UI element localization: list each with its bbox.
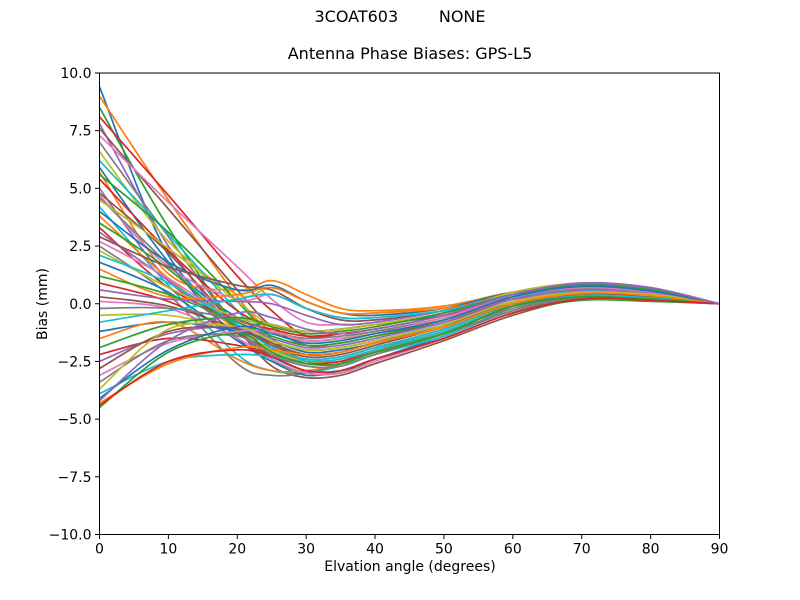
x-tick-label: 0 xyxy=(95,542,104,558)
x-tick-label: 30 xyxy=(297,542,315,558)
x-tick-label: 20 xyxy=(228,542,246,558)
series-line xyxy=(99,290,720,390)
figure-suptitle: 3COAT603 NONE xyxy=(314,7,486,26)
x-tick-label: 50 xyxy=(435,542,453,558)
x-axis-label: Elvation angle (degrees) xyxy=(324,559,496,575)
y-tick-label: −7.5 xyxy=(58,470,92,486)
series-line xyxy=(99,292,720,404)
series-group xyxy=(99,85,720,409)
y-tick-label: 5.0 xyxy=(69,181,91,197)
series-line xyxy=(99,295,720,409)
x-tick-label: 40 xyxy=(366,542,384,558)
x-tick-label: 60 xyxy=(504,542,522,558)
series-line xyxy=(99,281,720,402)
series-line xyxy=(99,297,720,407)
series-line xyxy=(99,284,720,349)
x-tick-label: 90 xyxy=(711,542,729,558)
y-tick-label: 10.0 xyxy=(60,66,91,82)
y-tick-label: 0.0 xyxy=(69,297,91,313)
y-tick-label: 7.5 xyxy=(69,124,91,140)
y-tick-label: −2.5 xyxy=(58,354,92,370)
y-tick-label: −5.0 xyxy=(58,412,92,428)
axes-title: Antenna Phase Biases: GPS-L5 xyxy=(287,44,533,63)
y-tick-label: −10.0 xyxy=(49,528,92,544)
series-line xyxy=(99,288,720,363)
series-line xyxy=(99,294,720,395)
x-tick-label: 70 xyxy=(573,542,591,558)
x-tick-label: 80 xyxy=(642,542,660,558)
series-line xyxy=(99,285,720,400)
y-tick-label: 2.5 xyxy=(69,239,91,255)
x-tick-label: 10 xyxy=(159,542,177,558)
